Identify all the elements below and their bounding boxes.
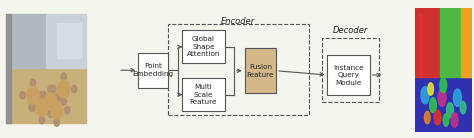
Circle shape: [51, 101, 63, 119]
Bar: [328, 55, 370, 95]
Circle shape: [50, 104, 55, 111]
Circle shape: [45, 93, 57, 110]
Circle shape: [37, 98, 43, 105]
Text: Instance
Query
Module: Instance Query Module: [333, 64, 364, 86]
Circle shape: [424, 111, 430, 124]
Polygon shape: [7, 68, 86, 123]
Circle shape: [28, 104, 34, 111]
Text: Encoder: Encoder: [221, 17, 255, 26]
Circle shape: [438, 89, 446, 106]
Bar: [138, 53, 168, 88]
Circle shape: [447, 103, 454, 118]
Circle shape: [443, 114, 449, 126]
Bar: [168, 24, 309, 115]
Circle shape: [434, 110, 441, 125]
Circle shape: [54, 94, 59, 101]
Circle shape: [58, 80, 70, 98]
Circle shape: [51, 85, 56, 93]
Circle shape: [428, 83, 434, 95]
Circle shape: [72, 85, 77, 93]
Circle shape: [440, 78, 447, 93]
Bar: [6, 14, 11, 123]
Polygon shape: [440, 8, 472, 77]
Bar: [182, 30, 225, 63]
Bar: [419, 14, 421, 77]
Circle shape: [30, 104, 36, 111]
Circle shape: [61, 98, 66, 105]
Polygon shape: [46, 14, 86, 68]
Circle shape: [27, 87, 39, 104]
Polygon shape: [461, 8, 472, 77]
Circle shape: [64, 106, 70, 114]
Bar: [322, 38, 379, 102]
Circle shape: [39, 91, 45, 99]
Bar: [245, 48, 276, 93]
Circle shape: [20, 91, 25, 99]
Text: Multi
Scale
Feature: Multi Scale Feature: [190, 84, 217, 105]
Circle shape: [48, 85, 53, 93]
Text: Fusion
Feature: Fusion Feature: [246, 64, 274, 78]
Circle shape: [41, 91, 46, 99]
Text: Point
Embedding: Point Embedding: [133, 63, 174, 77]
Bar: [182, 78, 225, 111]
Circle shape: [61, 73, 66, 80]
Circle shape: [39, 116, 45, 124]
Circle shape: [36, 99, 48, 116]
Bar: [57, 23, 82, 58]
Circle shape: [421, 87, 429, 104]
Circle shape: [460, 101, 466, 114]
Polygon shape: [415, 8, 440, 77]
Circle shape: [44, 106, 49, 114]
Circle shape: [54, 119, 59, 126]
Text: Decoder: Decoder: [333, 26, 368, 35]
Circle shape: [429, 98, 437, 113]
Text: Global
Shape
Attention: Global Shape Attention: [187, 36, 220, 57]
Polygon shape: [415, 77, 472, 132]
Polygon shape: [7, 14, 46, 68]
Circle shape: [48, 110, 53, 118]
Circle shape: [30, 79, 36, 87]
Bar: [57, 23, 82, 58]
Circle shape: [451, 113, 458, 128]
Circle shape: [454, 89, 461, 106]
Circle shape: [58, 98, 64, 105]
